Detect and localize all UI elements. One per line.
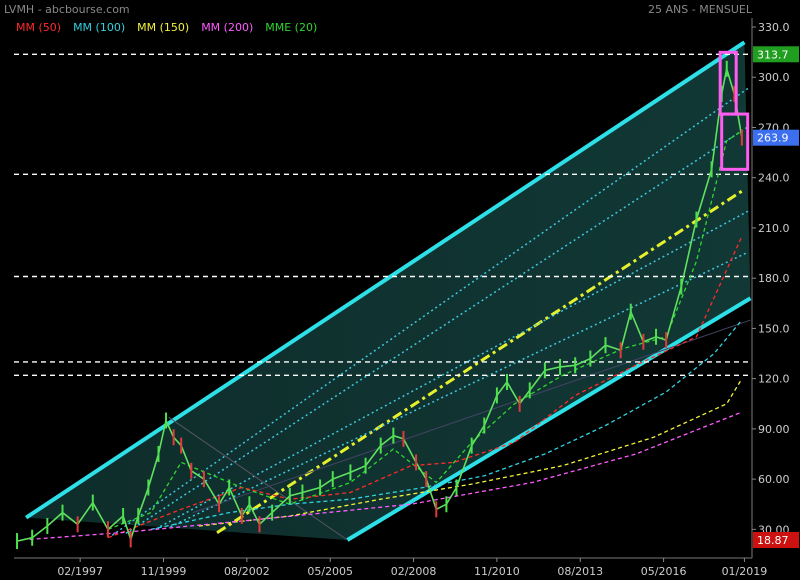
channel-lower-line bbox=[346, 296, 752, 542]
legend-item: MM (100) bbox=[73, 21, 126, 34]
price-line bbox=[16, 68, 743, 542]
x-tick-label: 11/2010 bbox=[474, 565, 520, 578]
value-badge-label: 313.7 bbox=[757, 48, 789, 61]
projection-line bbox=[168, 416, 348, 541]
channel-dotted-line bbox=[125, 126, 749, 534]
series-line bbox=[29, 411, 743, 541]
y-tick-label: 90.00 bbox=[758, 423, 790, 436]
channel-dotted-line bbox=[170, 251, 749, 528]
y-tick-label: 180.0 bbox=[758, 272, 790, 285]
x-tick-label: 05/2005 bbox=[307, 565, 353, 578]
chart-title: LVMH - abcbourse.com bbox=[4, 3, 130, 16]
series-line bbox=[150, 319, 743, 531]
x-tick-label: 01/2019 bbox=[722, 565, 768, 578]
y-tick-label: 330.0 bbox=[758, 21, 790, 34]
moving-averages bbox=[29, 130, 743, 541]
series-line bbox=[107, 236, 743, 539]
x-tick-label: 08/2013 bbox=[557, 565, 603, 578]
y-tick-label: 240.0 bbox=[758, 172, 790, 185]
horizontal-levels bbox=[14, 53, 752, 377]
axes: 330.0300.0270.0240.0210.0180.0150.0120.0… bbox=[14, 18, 799, 578]
projection-line bbox=[192, 319, 751, 514]
x-tick-label: 08/2002 bbox=[224, 565, 270, 578]
legend-item: MME (20) bbox=[265, 21, 318, 34]
y-tick-label: 60.00 bbox=[758, 473, 790, 486]
y-tick-label: 300.0 bbox=[758, 71, 790, 84]
y-tick-label: 210.0 bbox=[758, 222, 790, 235]
y-tick-label: 150.0 bbox=[758, 322, 790, 335]
legend-item: MM (150) bbox=[137, 21, 190, 34]
value-badge bbox=[753, 129, 799, 146]
highlight-box-lower bbox=[720, 112, 750, 171]
x-tick-label: 05/2016 bbox=[641, 565, 687, 578]
value-badge bbox=[753, 532, 799, 548]
x-tick-label: 02/2008 bbox=[391, 565, 437, 578]
chart-subtitle: 25 ANS - MENSUEL bbox=[648, 3, 752, 16]
highlight-boxes bbox=[718, 50, 750, 171]
regression-channel bbox=[25, 40, 752, 542]
price-series bbox=[16, 60, 743, 550]
value-badge bbox=[753, 46, 799, 63]
channel-fill bbox=[26, 42, 751, 541]
channel-upper-line bbox=[25, 40, 746, 520]
legend: MM (50) MM (100) MM (150) MM (200) MME (20) bbox=[16, 21, 317, 34]
x-tick-label: 02/1997 bbox=[57, 565, 103, 578]
legend-item: MM (200) bbox=[201, 21, 254, 34]
series-line bbox=[107, 130, 743, 531]
series-line bbox=[198, 378, 743, 527]
value-badge-label: 18.87 bbox=[757, 534, 789, 547]
x-tick-label: 11/1999 bbox=[141, 565, 187, 578]
value-badge-label: 263.9 bbox=[757, 132, 789, 145]
y-tick-label: 120.0 bbox=[758, 373, 790, 386]
legend-item: MM (50) bbox=[16, 21, 62, 34]
